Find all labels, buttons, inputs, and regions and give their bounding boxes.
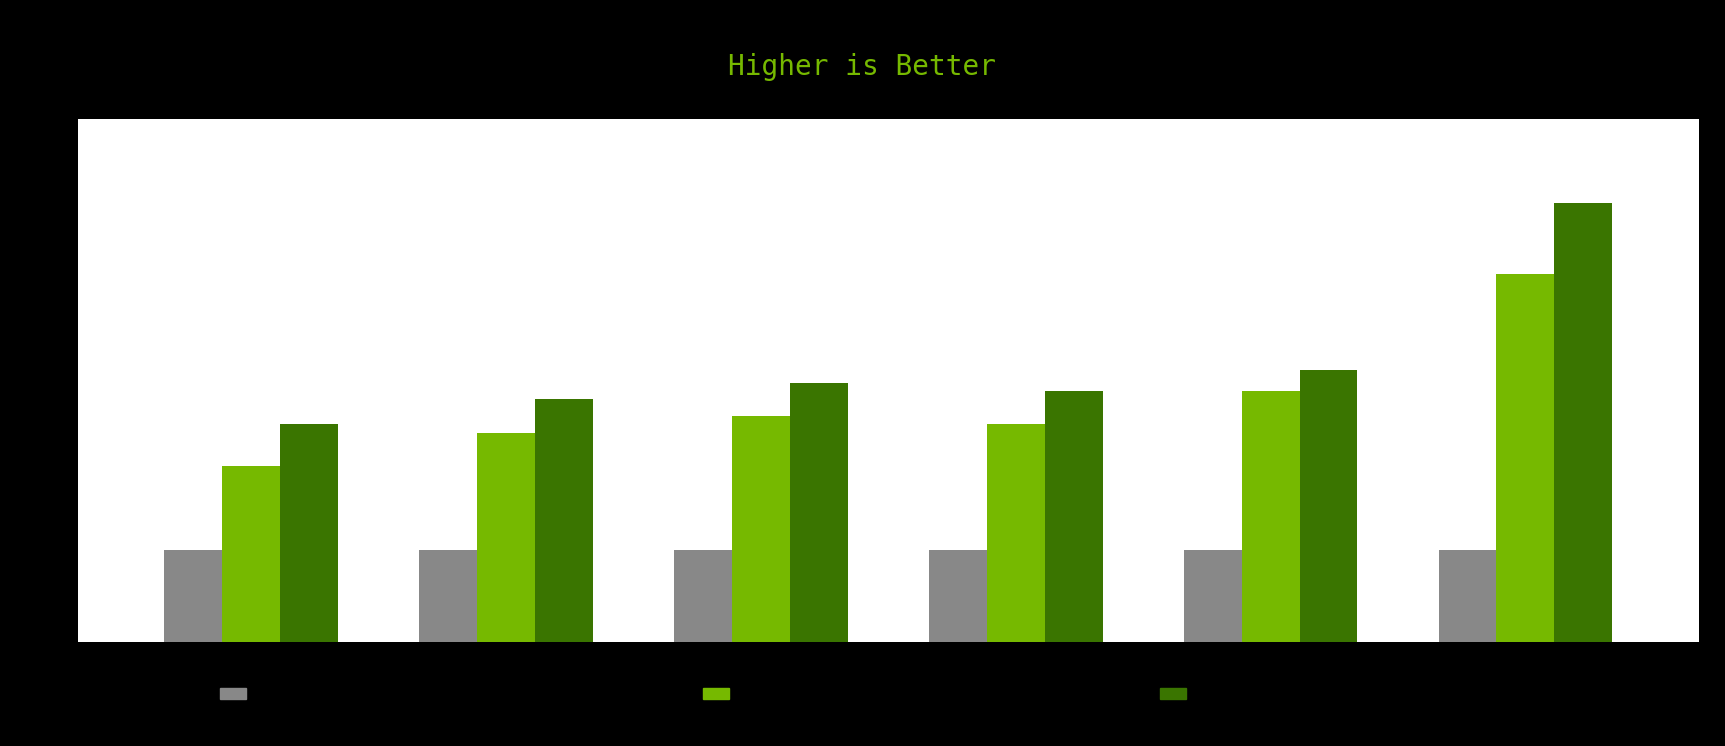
Bar [419,550,478,642]
Bar [1496,274,1554,642]
Bar [1242,391,1299,642]
Bar [478,433,535,642]
Bar [987,424,1045,642]
Bar [1299,370,1358,642]
Bar [1439,550,1496,642]
Bar [223,466,279,642]
Bar [1183,550,1242,642]
Bar [1045,391,1102,642]
Bar [279,424,338,642]
Bar [1554,203,1613,642]
Bar [930,550,987,642]
Bar [674,550,731,642]
Bar [535,399,593,642]
Bar [731,416,790,642]
Bar [164,550,223,642]
Text: Higher is Better: Higher is Better [728,53,997,81]
Bar [790,383,849,642]
